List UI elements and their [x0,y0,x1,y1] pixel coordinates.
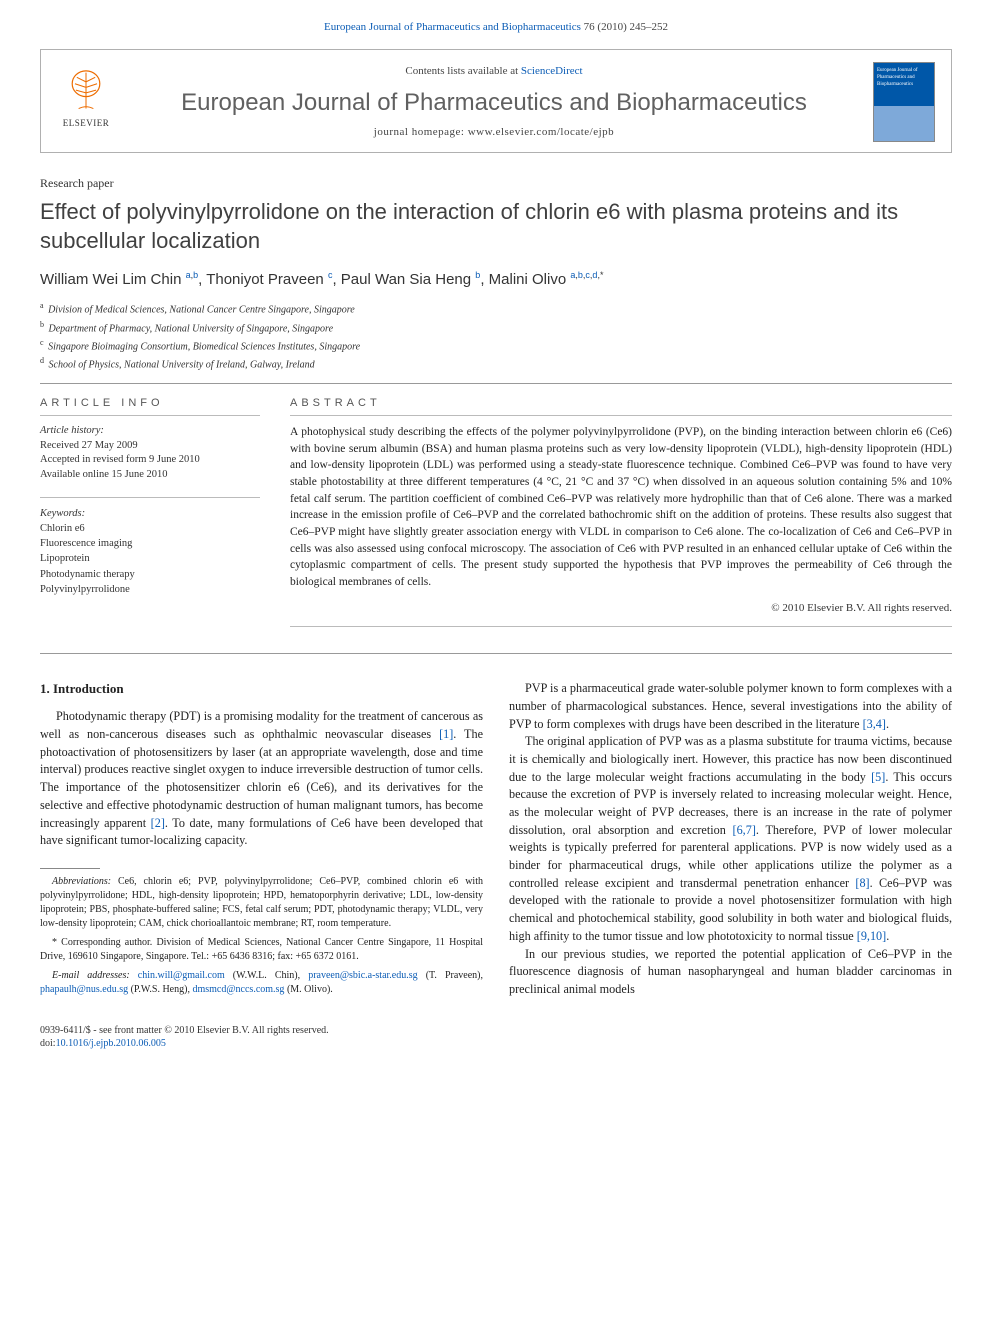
article-title: Effect of polyvinylpyrrolidone on the in… [40,198,952,255]
journal-header-box: ELSEVIER Contents lists available at Sci… [40,49,952,153]
top-citation: European Journal of Pharmaceutics and Bi… [40,20,952,35]
citation-vol: 76 (2010) 245–252 [581,21,668,33]
right-column: PVP is a pharmaceutical grade water-solu… [509,680,952,1002]
page-footer: 0939-6411/$ - see front matter © 2010 El… [40,1024,952,1051]
doi-link[interactable]: 10.1016/j.ejpb.2010.06.005 [56,1038,166,1049]
section-rule [40,383,952,384]
affiliation-item: b Department of Pharmacy, National Unive… [40,319,952,336]
abstract-header: ABSTRACT [290,396,952,411]
corresponding-author-footnote: * Corresponding author. Division of Medi… [40,936,483,964]
email-footnote: E-mail addresses: chin.will@gmail.com (W… [40,969,483,997]
ref-link-2[interactable]: [2] [151,816,165,830]
email-attribution: (T. Praveen), [418,970,483,981]
keywords-block: Keywords: Chlorin e6Fluorescence imaging… [40,506,260,597]
journal-cover-thumbnail[interactable]: European Journal of Pharmaceutics and Bi… [873,62,935,142]
sciencedirect-link[interactable]: ScienceDirect [521,65,583,77]
elsevier-tree-icon [63,69,109,115]
article-info-header: ARTICLE INFO [40,396,260,411]
doi-line: doi:10.1016/j.ejpb.2010.06.005 [40,1037,952,1051]
email-link[interactable]: praveen@sbic.a-star.edu.sg [308,970,417,981]
keyword-item: Chlorin e6 [40,521,260,536]
email-link[interactable]: phapaulh@nus.edu.sg [40,984,128,995]
body-columns: 1. Introduction Photodynamic therapy (PD… [40,680,952,1002]
ref-link-1[interactable]: [1] [439,727,453,741]
footnotes-block: Abbreviations: Ce6, chlorin e6; PVP, pol… [40,875,483,997]
info-abstract-row: ARTICLE INFO Article history: Received 2… [40,396,952,636]
abstract-panel: ABSTRACT A photophysical study describin… [290,396,952,636]
ref-link-6-7[interactable]: [6,7] [733,823,756,837]
thin-rule [40,415,260,416]
body-paragraph: The original application of PVP was as a… [509,733,952,945]
intro-paragraph-1: Photodynamic therapy (PDT) is a promisin… [40,708,483,850]
affiliation-item: a Division of Medical Sciences, National… [40,300,952,317]
section-rule [40,653,952,654]
keyword-item: Photodynamic therapy [40,567,260,582]
footnote-separator [40,868,100,869]
ref-link-8[interactable]: [8] [855,876,869,890]
email-link[interactable]: dmsmcd@nccs.com.sg [192,984,284,995]
elsevier-logo-label: ELSEVIER [63,117,110,130]
paper-type-label: Research paper [40,175,952,192]
journal-name: European Journal of Pharmaceutics and Bi… [131,86,857,120]
history-line: Received 27 May 2009 [40,439,260,454]
article-info-panel: ARTICLE INFO Article history: Received 2… [40,396,260,636]
history-line: Available online 15 June 2010 [40,468,260,483]
ref-link-3-4[interactable]: [3,4] [863,717,886,731]
introduction-heading: 1. Introduction [40,680,483,698]
abstract-text: A photophysical study describing the eff… [290,424,952,591]
affiliation-item: d School of Physics, National University… [40,355,952,372]
contents-available-line: Contents lists available at ScienceDirec… [131,64,857,79]
thin-rule [40,497,260,498]
email-attribution: (W.W.L. Chin), [225,970,308,981]
body-paragraph: PVP is a pharmaceutical grade water-solu… [509,680,952,733]
keywords-label: Keywords: [40,506,260,521]
abbreviations-footnote: Abbreviations: Ce6, chlorin e6; PVP, pol… [40,875,483,931]
homepage-url[interactable]: www.elsevier.com/locate/ejpb [468,126,614,138]
abstract-copyright: © 2010 Elsevier B.V. All rights reserved… [290,601,952,616]
article-history: Article history: Received 27 May 2009Acc… [40,424,260,483]
keyword-item: Polyvinylpyrrolidone [40,582,260,597]
ref-link-5[interactable]: [5] [871,770,885,784]
left-column: 1. Introduction Photodynamic therapy (PD… [40,680,483,1002]
affiliation-item: c Singapore Bioimaging Consortium, Biome… [40,337,952,354]
citation-journal-link[interactable]: European Journal of Pharmaceutics and Bi… [324,21,581,33]
body-paragraph: In our previous studies, we reported the… [509,946,952,999]
history-label: Article history: [40,424,260,439]
front-matter-line: 0939-6411/$ - see front matter © 2010 El… [40,1024,952,1038]
thin-rule [290,415,952,416]
elsevier-logo[interactable]: ELSEVIER [57,69,115,135]
ref-link-9-10[interactable]: [9,10] [857,929,886,943]
history-line: Accepted in revised form 9 June 2010 [40,453,260,468]
email-attribution: (P.W.S. Heng), [128,984,192,995]
email-link[interactable]: chin.will@gmail.com [138,970,225,981]
authors-list: William Wei Lim Chin a,b, Thoniyot Prave… [40,269,952,290]
affiliations-list: a Division of Medical Sciences, National… [40,300,952,372]
thin-rule [290,626,952,627]
keyword-item: Fluorescence imaging [40,536,260,551]
keyword-item: Lipoprotein [40,551,260,566]
email-attribution: (M. Olivo). [284,984,332,995]
journal-homepage: journal homepage: www.elsevier.com/locat… [131,125,857,140]
